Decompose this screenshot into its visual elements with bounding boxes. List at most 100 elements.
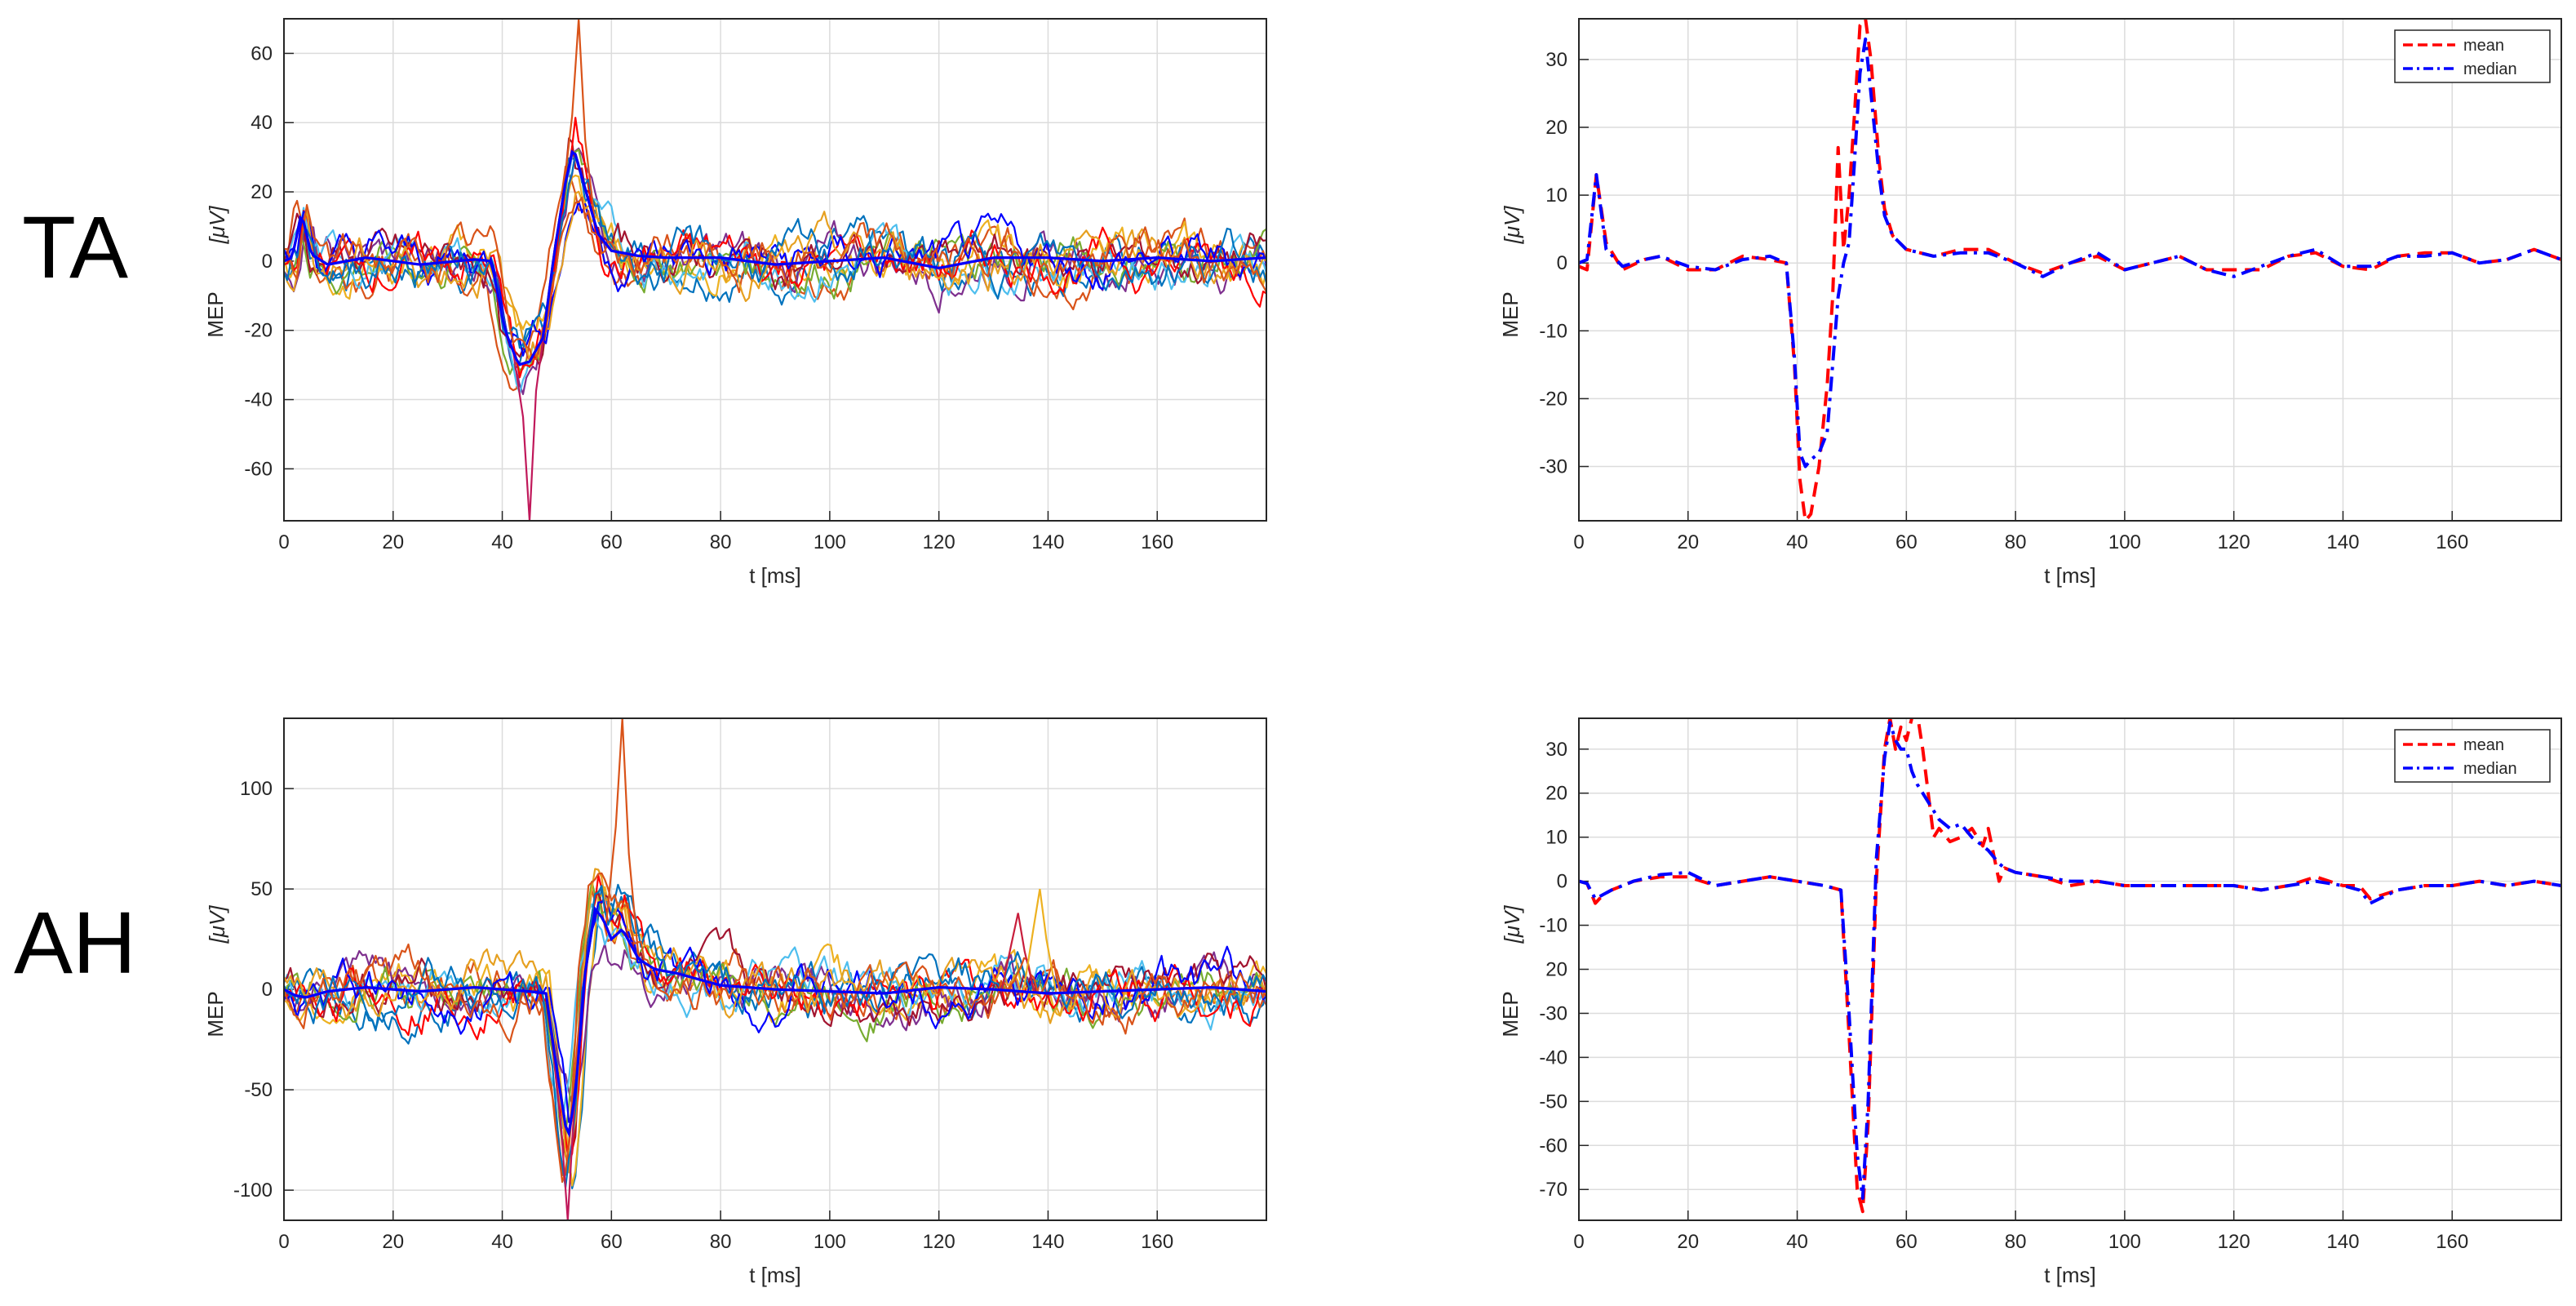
legend-label-mean: mean	[2463, 736, 2504, 754]
trial-trace	[284, 868, 1266, 1174]
chart-ah_summary: 0 20 40 60 80 100 120 140 160 -70 -60 -50 -40 -30 20 -1…	[1498, 717, 2562, 1287]
x-tick-label: 160	[1141, 1231, 1173, 1253]
y-axis-label: MEP	[1498, 991, 1523, 1037]
x-tick-label: 20	[1677, 1231, 1699, 1253]
y-tick-label: -50	[1539, 1091, 1567, 1113]
x-tick-label: 120	[923, 531, 955, 553]
x-tick-label: 40	[1786, 531, 1808, 553]
chart-ta_summary: 0 20 40 60 80 100 120 140 160 -30 -20 -10 0 10 20 30 t […	[1498, 18, 2562, 588]
series-line-median	[1579, 721, 2561, 1200]
x-axis-label: t [ms]	[2044, 1263, 2096, 1287]
y-tick-label: -20	[244, 320, 273, 342]
y-tick-label: -20	[1539, 388, 1567, 410]
y-tick-label: 10	[1545, 184, 1567, 207]
trial-trace	[284, 883, 1266, 1188]
x-tick-label: 80	[2005, 531, 2027, 553]
x-tick-label: 60	[1895, 531, 1918, 553]
axes-box	[283, 18, 1267, 522]
y-tick-label: 0	[1557, 871, 1567, 893]
trial-trace	[284, 200, 1266, 357]
plot-area	[284, 19, 1266, 521]
y-tick-label: -60	[1539, 1135, 1567, 1157]
series-line-median	[1579, 37, 2561, 469]
y-axis-label: MEP	[203, 291, 228, 337]
trial-trace	[284, 153, 1266, 349]
trial-trace	[284, 137, 1266, 366]
y-tick-label: -60	[244, 458, 273, 480]
y-tick-label: 20	[1545, 959, 1567, 981]
x-tick-label: 40	[491, 531, 513, 553]
axes-box	[1578, 18, 2562, 522]
x-tick-label: 40	[1786, 1231, 1808, 1253]
trial-average-blue	[284, 149, 1266, 366]
y-tick-label: 30	[1545, 49, 1567, 71]
trial-trace-max-peak	[561, 19, 596, 224]
y-tick-label: -10	[1539, 320, 1567, 342]
y-axis-unit: [μV]	[205, 905, 229, 944]
y-tick-label: 10	[1545, 827, 1567, 849]
legend-label-mean: mean	[2463, 37, 2504, 55]
x-tick-label: 120	[923, 1231, 955, 1253]
x-tick-label: 160	[2436, 1231, 2468, 1253]
x-tick-label: 100	[814, 1231, 846, 1253]
x-tick-label: 60	[601, 1231, 623, 1253]
x-tick-label: 80	[710, 1231, 732, 1253]
row-label-ah: AH	[14, 893, 136, 992]
plot-area	[1579, 19, 2561, 521]
trial-trace	[284, 190, 1266, 362]
x-axis-label: t [ms]	[2044, 563, 2096, 588]
x-tick-label: 100	[2108, 531, 2141, 553]
x-axis-label: t [ms]	[749, 1263, 801, 1287]
y-tick-label: -30	[1539, 1002, 1567, 1024]
trial-trace	[284, 898, 1266, 1123]
y-tick-label: -40	[1539, 1046, 1567, 1068]
chart-ah_trials: 0 20 40 60 80 100 120 140 160 -100 -50 0 50 100 t [ms]…	[203, 717, 1267, 1287]
y-tick-label: 20	[1545, 783, 1567, 805]
y-tick-label: -50	[244, 1079, 273, 1101]
trial-trace-min-peak	[512, 316, 548, 521]
legend-box	[2394, 29, 2551, 83]
y-tick-label: -100	[233, 1179, 273, 1202]
trial-average-blue	[284, 905, 1266, 1138]
x-tick-label: 60	[1895, 1231, 1918, 1253]
y-axis-unit: [μV]	[1500, 905, 1524, 944]
y-tick-label: -70	[1539, 1179, 1567, 1201]
y-axis-unit: [μV]	[1500, 206, 1524, 245]
x-tick-label: 20	[1677, 531, 1699, 553]
chart-ta_trials: 0 20 40 60 80 100 120 140 160 -60 -40 -20 0 20 40 60 t […	[203, 18, 1267, 588]
x-tick-label: 160	[2436, 531, 2468, 553]
y-tick-label: 50	[251, 878, 273, 900]
x-tick-label: 100	[814, 531, 846, 553]
x-tick-label: 160	[1141, 531, 1173, 553]
x-tick-label: 60	[601, 531, 623, 553]
y-tick-label: -40	[244, 389, 273, 411]
y-tick-label: 60	[251, 42, 273, 64]
y-tick-label: 20	[251, 181, 273, 203]
y-tick-label: -10	[1539, 915, 1567, 937]
legend-label-median: median	[2463, 760, 2517, 778]
legend-label-median: median	[2463, 60, 2517, 78]
x-tick-label: 140	[1031, 531, 1064, 553]
trial-trace-max-peak	[605, 718, 640, 960]
trial-trace-late-spike	[1022, 888, 1057, 993]
y-tick-label: 20	[1545, 117, 1567, 139]
y-axis-unit: [μV]	[205, 206, 229, 245]
trial-trace	[284, 943, 1266, 1106]
axes-box	[283, 717, 1267, 1221]
x-tick-label: 0	[1573, 531, 1584, 553]
y-tick-label: 100	[240, 778, 273, 800]
x-tick-label: 80	[2005, 1231, 2027, 1253]
axes-box	[1578, 717, 2562, 1221]
x-tick-label: 120	[2218, 1231, 2250, 1253]
y-tick-label: 0	[262, 979, 273, 1001]
x-tick-label: 140	[2326, 1231, 2359, 1253]
trial-trace	[284, 872, 1266, 1184]
x-tick-label: 120	[2218, 531, 2250, 553]
row-label-ta: TA	[22, 198, 128, 296]
x-tick-label: 140	[2326, 531, 2359, 553]
x-tick-label: 100	[2108, 1231, 2141, 1253]
legend: mean median	[2394, 29, 2551, 83]
trial-trace	[284, 196, 1266, 361]
